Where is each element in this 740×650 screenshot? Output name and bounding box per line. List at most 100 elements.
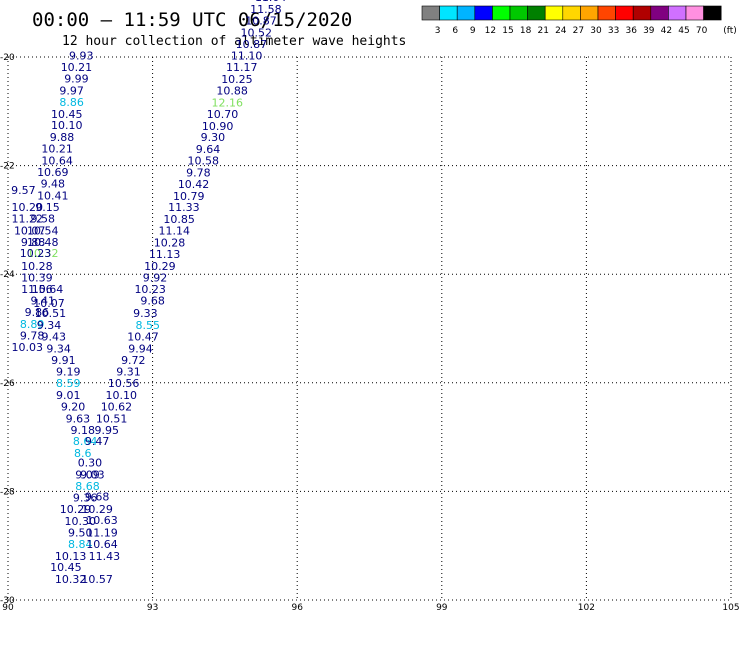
scale-swatch [439,5,458,21]
data-point-jason2: 9.01 [56,389,81,402]
y-tick-label: -20 [0,53,15,63]
data-point-jason2: 9.09 [75,468,100,481]
chart-title: 00:00 – 11:59 UTC 06/15/2020 [32,9,352,31]
data-point-jason2: 10.64 [86,538,118,551]
data-point-jason2: 8.68 [75,480,100,493]
scale-label: 42 [661,26,672,36]
data-point-jason2: 10.48 [27,236,59,249]
scale-swatch [615,5,634,21]
data-point-jason2: 10.57 [81,573,113,586]
x-tick-label: 99 [436,603,448,613]
data-point-jason2: 10.10 [51,119,83,132]
data-point-jason2: 10.29 [144,260,176,273]
data-point-jason2: 11.22 [12,213,44,226]
data-point-jason2: 10.45 [50,561,82,574]
scale-swatch [421,5,440,21]
data-point-jason2: 9.57 [11,184,36,197]
data-point-jason2: 8.64 [73,435,98,448]
data-point-jason2: 11.10 [231,50,263,63]
scale-label: 27 [573,26,584,36]
scale-label: 39 [643,26,655,36]
data-point-jason2: 9.68 [140,295,165,308]
data-point-jason2: 9.41 [30,295,55,308]
scale-label: 12 [485,26,496,36]
data-point-jason2: 10.87 [236,38,268,51]
data-point-jason2: 10.88 [216,84,248,97]
data-point-jason2: 9.33 [133,307,158,320]
scale-label: 30 [590,26,602,36]
data-point-jason2: 9.99 [64,73,89,86]
data-point-jason2: 10.70 [207,108,239,121]
chart-subtitle: 12 hour collection of altimeter wave hei… [62,34,406,49]
data-point-jason2: 10.63 [86,514,118,527]
data-point-jason2: 9.18 [70,424,95,437]
scale-swatch [492,5,511,21]
scale-label: 21 [537,26,548,36]
data-point-jason2: 9.68 [85,491,110,504]
data-point-jason2: 10.90 [202,120,234,133]
data-point-jason2: 11.56 [21,283,53,296]
data-point-jason2: 11.04 [255,0,287,4]
data-point-jason2: 10.21 [61,61,93,74]
y-tick-label: -28 [0,487,15,497]
data-point-jason2: 10.30 [65,515,97,528]
scale-swatch [474,5,493,21]
data-point-jason2: 10.87 [245,14,277,27]
data-point-jason2: 10.69 [37,166,69,179]
data-point-jason2: 10.07 [33,297,65,310]
data-point-jason2: 10.79 [173,190,205,203]
data-point-jason2: 9.15 [35,201,60,214]
data-point-jason2: 10.54 [27,225,59,238]
data-point-jason2: 10.58 [187,155,219,168]
data-point-jason2: 9.88 [50,131,75,144]
scale-swatch [685,5,704,21]
data-point-jason2: 10.52 [240,26,272,39]
data-point-jason2: 10.32 [55,573,87,586]
data-point-jason2: 10.23 [134,283,166,296]
data-point-jason2: 10.03 [12,341,44,354]
data-point-jason2: 10.47 [127,330,159,343]
scale-swatch [456,5,476,21]
data-point-jason2: 10.13 [55,550,87,563]
scale-swatch [703,5,722,21]
scale-label: (ft) [723,26,737,36]
y-tick-label: -26 [0,379,15,389]
y-tick-label: -24 [0,270,15,280]
scale-label: 9 [470,26,476,36]
scale-label: 24 [555,26,567,36]
x-tick-label: 90 [2,603,14,613]
x-tick-label: 105 [722,603,739,613]
x-tick-label: 96 [291,603,303,613]
y-tick-label: -30 [0,596,15,606]
data-point-jason2: 10.51 [35,307,67,320]
data-points: 9.9310.219.999.978.8610.4510.109.8810.21… [11,0,287,586]
data-point-jason2: 9.95 [95,424,120,437]
data-point-jason2: 9.72 [121,354,146,367]
scale-label: 3 [435,26,441,36]
data-point-jason2: 9.03 [80,468,105,481]
data-point-jason2: 10.64 [32,283,64,296]
data-point-jason2: 10.07 [14,225,46,238]
scale-label: 18 [520,26,532,36]
data-point-jason2: 10.64 [41,155,73,168]
scale-label: 33 [608,26,619,36]
y-tick-label: -22 [0,162,15,172]
scale-swatch [668,5,687,21]
data-point-jason2: 8.84 [68,538,93,551]
data-point-jason2: 10.29 [81,503,113,516]
data-point-jason2: 9.43 [42,330,67,343]
data-point-jason2: 12.16 [212,96,244,109]
data-point-jason2: 8.6 [74,447,92,460]
data-point-jason2: 10.29 [60,503,92,516]
scale-swatch [509,5,528,21]
data-point-jason2: 9.34 [37,319,62,332]
scale-label: 6 [452,26,458,36]
data-point-jason2: 10.62 [101,400,133,413]
data-point-jason2: 9.94 [128,342,153,355]
data-point-jason2: 10.45 [51,108,83,121]
scale-swatch [527,5,546,21]
scale-label: 15 [502,26,513,36]
data-point-jason2: 9.93 [69,50,94,63]
data-point-jason2: 9.47 [85,435,110,448]
